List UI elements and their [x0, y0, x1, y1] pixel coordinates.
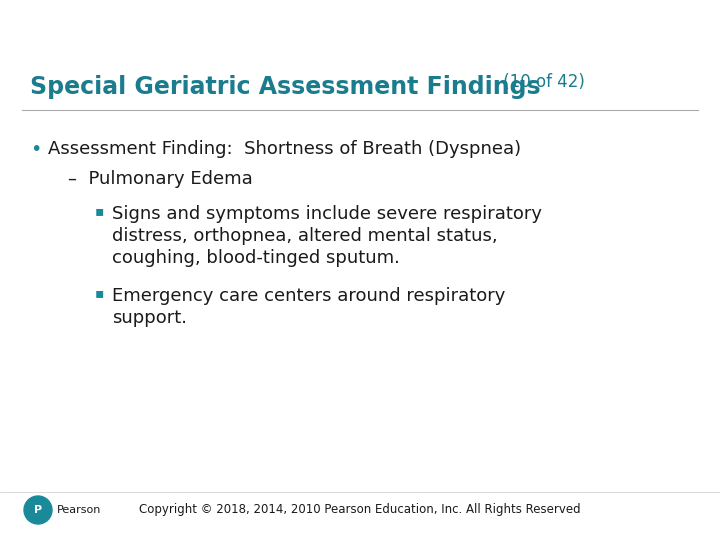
Text: •: • [30, 140, 41, 159]
Text: (10 of 42): (10 of 42) [498, 73, 585, 91]
Text: Emergency care centers around respiratory: Emergency care centers around respirator… [112, 287, 505, 305]
Text: ▪: ▪ [95, 204, 104, 218]
Text: Signs and symptoms include severe respiratory: Signs and symptoms include severe respir… [112, 205, 542, 223]
Text: P: P [34, 505, 42, 515]
Text: Copyright © 2018, 2014, 2010 Pearson Education, Inc. All Rights Reserved: Copyright © 2018, 2014, 2010 Pearson Edu… [139, 503, 581, 516]
Text: coughing, blood-tinged sputum.: coughing, blood-tinged sputum. [112, 249, 400, 267]
Text: Assessment Finding:  Shortness of Breath (Dyspnea): Assessment Finding: Shortness of Breath … [48, 140, 521, 158]
Text: Pearson: Pearson [57, 505, 102, 515]
Text: ▪: ▪ [95, 286, 104, 300]
Text: distress, orthopnea, altered mental status,: distress, orthopnea, altered mental stat… [112, 227, 498, 245]
Text: support.: support. [112, 309, 187, 327]
Text: Special Geriatric Assessment Findings: Special Geriatric Assessment Findings [30, 75, 541, 99]
Text: –  Pulmonary Edema: – Pulmonary Edema [68, 170, 253, 188]
Circle shape [24, 496, 52, 524]
